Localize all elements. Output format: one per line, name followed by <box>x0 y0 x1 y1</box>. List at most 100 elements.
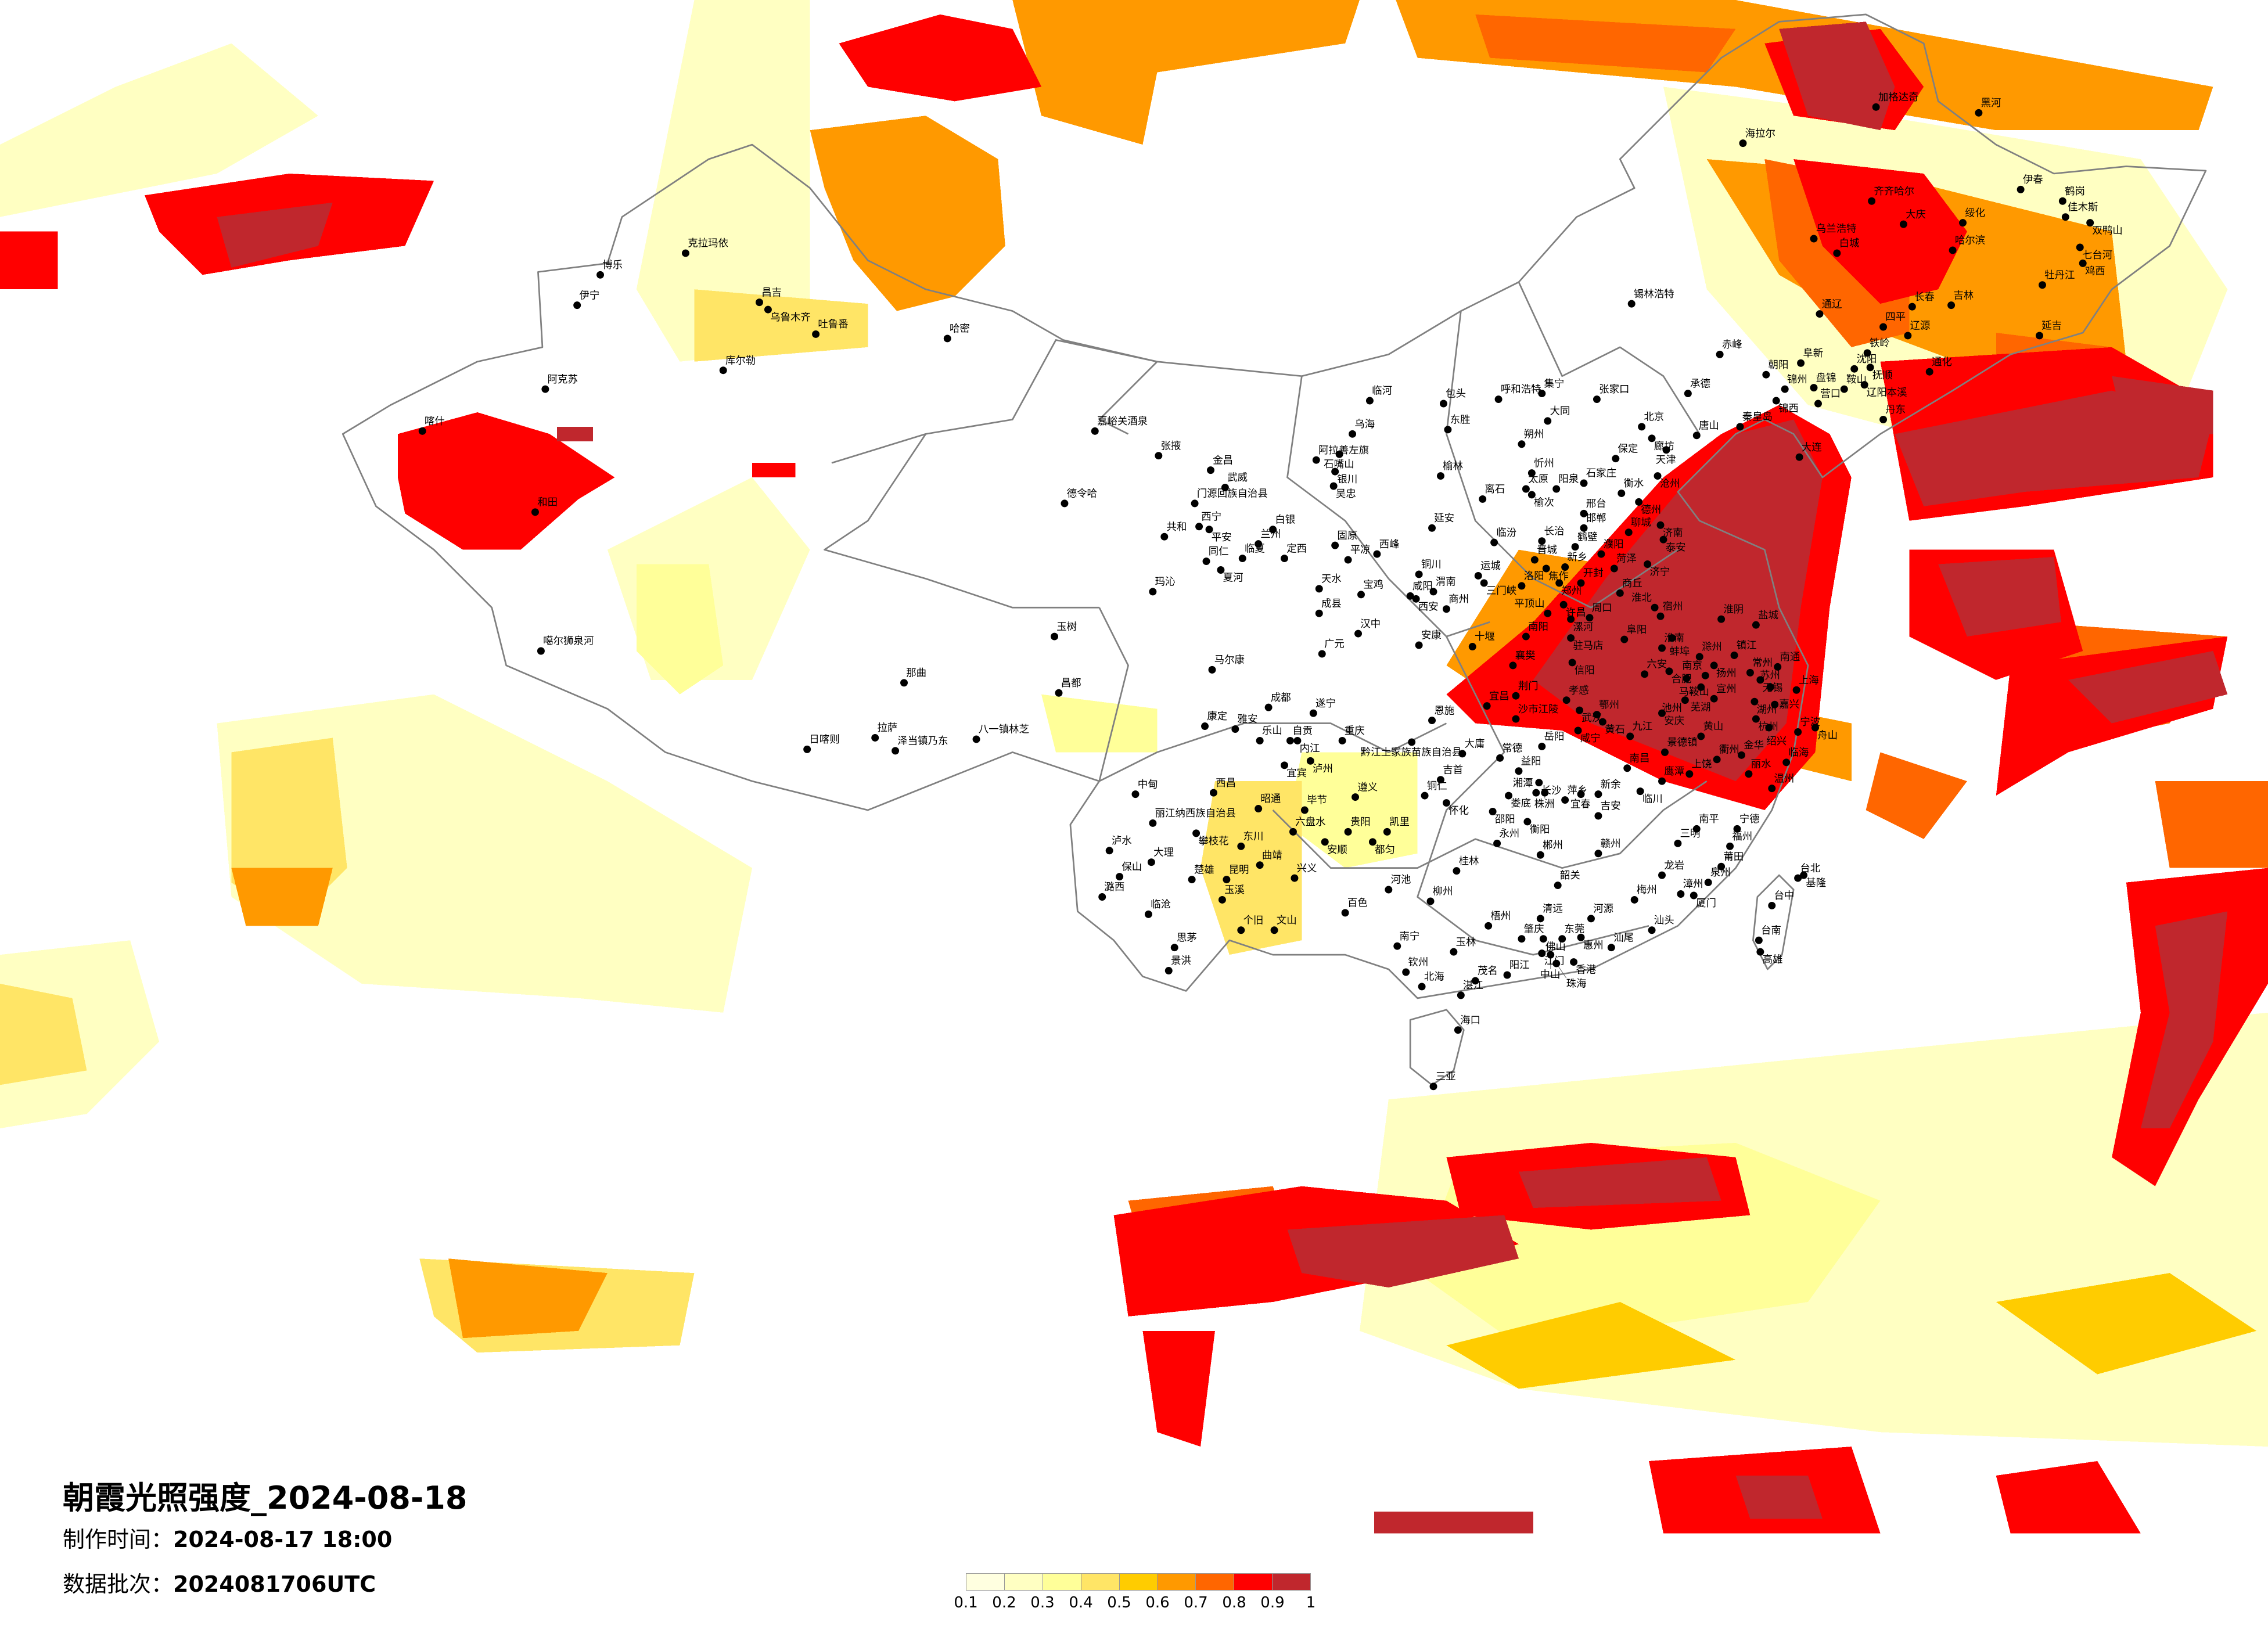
city-dot <box>1567 634 1575 642</box>
city-label: 百色 <box>1347 898 1368 909</box>
city-label: 昆明 <box>1229 864 1249 876</box>
city-label: 朔州 <box>1524 429 1544 440</box>
city-label: 锦州 <box>1787 374 1807 386</box>
city-label: 阿克苏 <box>548 374 578 386</box>
legend-label: 1 <box>1306 1594 1316 1611</box>
legend-swatch <box>1004 1574 1043 1590</box>
city-dot <box>1726 842 1734 850</box>
city-dot <box>1406 592 1414 600</box>
city-label: 张掖 <box>1161 440 1181 452</box>
city-label: 香港 <box>1576 965 1596 976</box>
city-dot <box>1816 310 1824 318</box>
city-label: 张家口 <box>1599 384 1629 395</box>
city-label: 中山 <box>1540 969 1561 981</box>
city-dot <box>1800 871 1808 879</box>
city-dot <box>1489 808 1497 815</box>
city-label: 泽当镇乃东 <box>897 736 948 747</box>
city-dot <box>1485 922 1493 930</box>
city-label: 武威 <box>1227 472 1248 484</box>
city-label: 离石 <box>1485 484 1505 495</box>
city-label: 洛阳 <box>1524 571 1544 582</box>
city-dot <box>1587 915 1595 923</box>
city-label: 六盘水 <box>1295 816 1325 828</box>
province-border <box>1099 722 1447 782</box>
city-dot <box>1746 668 1754 677</box>
city-dot <box>1522 632 1530 641</box>
city-label: 上饶 <box>1692 758 1712 770</box>
city-label: 临汾 <box>1496 527 1516 539</box>
city-label: 乌兰浩特 <box>1816 224 1857 235</box>
city-dot <box>764 305 772 314</box>
city-label: 鞍山 <box>1846 374 1867 386</box>
city-label: 邢台 <box>1586 498 1606 510</box>
city-dot <box>1576 706 1584 714</box>
legend-swatch <box>1158 1574 1196 1590</box>
city-label: 台中 <box>1774 890 1795 902</box>
city-dot <box>1542 564 1550 573</box>
city-dot <box>1544 609 1552 617</box>
data-batch-value: 2024081706UTC <box>173 1571 376 1597</box>
city-dot <box>1586 614 1594 622</box>
city-dot <box>1331 467 1339 476</box>
city-label: 门源回族自治县 <box>1197 488 1268 500</box>
city-dot <box>1863 349 1871 357</box>
city-label: 绍兴 <box>1766 736 1787 747</box>
intensity-region <box>752 463 796 478</box>
city-dot <box>1515 767 1523 775</box>
intensity-region <box>1518 1157 1721 1208</box>
city-dot <box>1654 472 1662 480</box>
city-label: 宜昌 <box>1489 690 1509 702</box>
city-label: 沙市江陵 <box>1518 704 1559 715</box>
city-dot <box>1866 364 1874 372</box>
city-label: 吉首 <box>1443 764 1463 776</box>
city-dot <box>1681 696 1689 704</box>
city-dot <box>1309 709 1317 717</box>
city-label: 通辽 <box>1822 298 1842 310</box>
city-label: 黔江土家族苗族自治县 <box>1361 747 1462 758</box>
city-label: 临河 <box>1372 386 1392 397</box>
city-label: 铜川 <box>1421 559 1442 571</box>
city-dot <box>1493 839 1501 847</box>
city-dot <box>1697 732 1705 740</box>
intensity-region <box>1938 557 2061 637</box>
city-dot <box>1692 431 1701 440</box>
city-label: 七台河 <box>2082 250 2112 261</box>
city-label: 共和 <box>1167 521 1187 533</box>
city-dot <box>1552 959 1561 967</box>
city-dot <box>1662 446 1670 454</box>
city-dot <box>892 747 900 755</box>
city-dot <box>1453 867 1461 875</box>
city-label: 聊城 <box>1631 517 1651 528</box>
city-label: 唐山 <box>1699 420 1719 432</box>
city-dot <box>1188 876 1196 884</box>
city-dot <box>1291 874 1299 882</box>
city-label: 无锡 <box>1763 682 1783 694</box>
city-dot <box>1368 838 1376 846</box>
city-dot <box>1710 661 1718 670</box>
city-dot <box>1736 423 1744 431</box>
city-dot <box>1538 949 1546 958</box>
city-dot <box>1765 724 1773 732</box>
city-dot <box>1373 550 1381 558</box>
city-dot <box>1558 935 1566 943</box>
city-label: 玉林 <box>1456 937 1476 948</box>
city-label: 鄂州 <box>1599 699 1619 711</box>
city-label: 伊宁 <box>579 290 599 301</box>
city-dot <box>1255 805 1263 813</box>
city-label: 临夏 <box>1245 543 1265 555</box>
intensity-region <box>1287 1215 1519 1288</box>
city-label: 信阳 <box>1575 665 1595 677</box>
city-dot <box>1289 828 1297 836</box>
intensity-region <box>636 564 724 695</box>
city-label: 廊坊 <box>1654 441 1674 452</box>
city-dot <box>1436 472 1444 480</box>
city-dot <box>1522 485 1530 493</box>
city-label: 嘉兴 <box>1779 699 1799 710</box>
city-dot <box>1756 948 1764 956</box>
city-dot <box>1925 368 1933 376</box>
legend-label: 0.1 <box>954 1594 978 1611</box>
city-dot <box>1597 550 1605 558</box>
city-dot <box>1393 942 1401 950</box>
intensity-region <box>1287 752 1418 868</box>
city-dot <box>1209 789 1217 797</box>
